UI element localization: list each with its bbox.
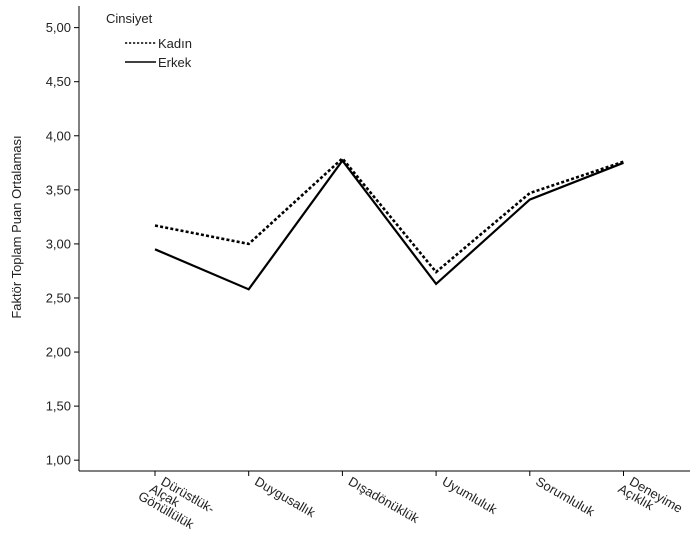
y-tick-label: 4,00 <box>46 128 71 143</box>
legend-label: Erkek <box>158 55 192 70</box>
y-tick-label: 2,00 <box>46 345 71 360</box>
x-tick-label: Uyumluluk <box>440 474 500 518</box>
y-tick-label: 3,00 <box>46 236 71 251</box>
legend: Cinsiyet Kadın Erkek <box>106 11 192 70</box>
series-line-erkek <box>154 158 624 291</box>
y-tick-label: 3,50 <box>46 182 71 197</box>
legend-label: Kadın <box>158 36 192 51</box>
series-line-kad-n <box>154 156 624 274</box>
x-tick-label: Duygusallık <box>252 474 318 521</box>
x-tick-label: Dürüstlük-AlçakGönüllülük <box>136 467 218 537</box>
x-tick-label: Sorumluluk <box>533 474 597 520</box>
y-axis-title: Faktör Toplam Puan Ortalaması <box>9 135 24 318</box>
y-tick-label: 2,50 <box>46 290 71 305</box>
x-tick-label: Dışadönüklük <box>346 474 422 527</box>
y-tick-label: 1,00 <box>46 453 71 468</box>
legend-title: Cinsiyet <box>106 11 153 26</box>
x-tick-label: DeneyimeAçıklık <box>616 471 686 527</box>
y-tick-label: 5,00 <box>46 20 71 35</box>
y-tick-label: 1,50 <box>46 399 71 414</box>
y-tick-label: 4,50 <box>46 74 71 89</box>
